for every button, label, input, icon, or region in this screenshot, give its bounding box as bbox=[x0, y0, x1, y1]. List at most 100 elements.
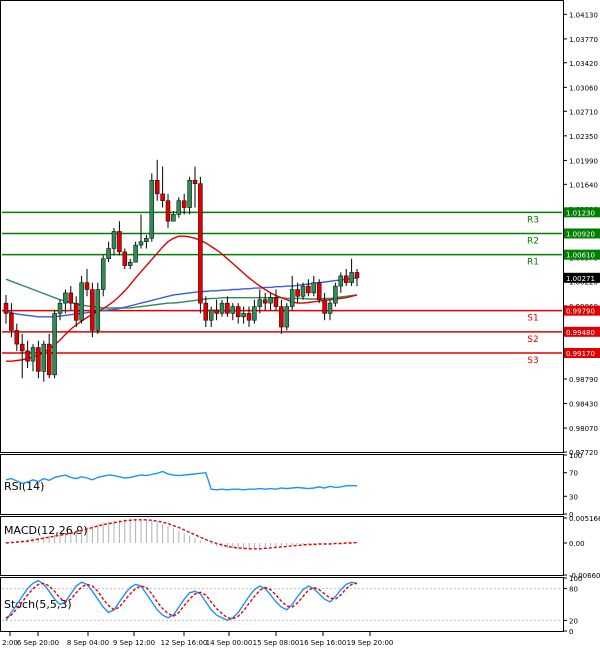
ma-blue-line bbox=[5, 277, 358, 318]
macd-title: MACD(12,26,9) bbox=[4, 524, 88, 537]
support-resistance-levels: R3 1.01230 R2 1.00920 R1 1.00610 S1 0.99790 S2 0.… bbox=[2, 207, 600, 366]
level-label-R1: R1 bbox=[527, 258, 539, 268]
time-tick-label: 14 Sep 00:00 bbox=[206, 639, 253, 647]
candle-body bbox=[208, 309, 214, 321]
candle-body bbox=[181, 200, 187, 208]
rsi-tick-label: 70 bbox=[569, 470, 578, 478]
candle-body bbox=[268, 297, 273, 304]
candle-body bbox=[300, 285, 306, 297]
candle-body bbox=[154, 179, 160, 195]
stoch-main-line bbox=[5, 579, 358, 622]
level-label-R3: R3 bbox=[527, 215, 539, 225]
candle-body bbox=[327, 302, 333, 314]
candle-body bbox=[95, 289, 101, 331]
candle-body bbox=[117, 231, 122, 253]
candle-body bbox=[19, 343, 25, 352]
candle-body bbox=[219, 302, 225, 314]
candle-body bbox=[192, 179, 198, 184]
candle-body bbox=[46, 343, 52, 376]
candle-body bbox=[68, 292, 74, 304]
price-tick-label: 1.04130 bbox=[569, 11, 598, 19]
rsi-title: RSI(14) bbox=[4, 480, 44, 493]
candle-body bbox=[349, 272, 354, 283]
candle-body bbox=[79, 282, 84, 321]
price-tick-label: 1.02710 bbox=[569, 108, 598, 116]
price-tick-label: 1.02350 bbox=[569, 133, 598, 141]
level-price-label-R2: 1.00920 bbox=[566, 230, 595, 238]
level-price-box-R1 bbox=[564, 249, 600, 260]
rsi-line bbox=[5, 470, 357, 491]
stoch-panel-frame bbox=[0, 577, 564, 632]
candle-body bbox=[246, 313, 252, 321]
candle-body bbox=[235, 306, 241, 318]
level-price-box-S3 bbox=[564, 347, 600, 358]
candle-body bbox=[241, 313, 246, 318]
price-tick-label: 0.97720 bbox=[569, 449, 598, 457]
price-tick-label: 1.03770 bbox=[569, 36, 598, 44]
stoch-signal-line bbox=[5, 582, 358, 620]
candle-body bbox=[257, 299, 263, 307]
candle-body bbox=[90, 289, 95, 331]
candle-body bbox=[30, 347, 36, 362]
time-tick-label: 15 Sep 08:00 bbox=[253, 639, 300, 647]
time-tick-label: 19 Sep 20:00 bbox=[347, 639, 394, 647]
time-tick-label: 6 Sep 20:00 bbox=[17, 639, 59, 647]
stoch-tick-label: 80 bbox=[569, 586, 578, 594]
candle-body bbox=[354, 272, 360, 279]
candle-body bbox=[127, 261, 133, 266]
rsi-panel: RSI(14) 100 70 30 0 bbox=[4, 452, 582, 519]
candle-body bbox=[9, 313, 14, 331]
macd-panel-frame bbox=[0, 516, 564, 576]
price-tick-label: 1.03420 bbox=[569, 60, 598, 68]
candle-body bbox=[262, 299, 268, 304]
candle-body bbox=[279, 306, 284, 328]
level-price-label-R3: 1.01230 bbox=[566, 209, 595, 217]
candle-body bbox=[187, 179, 192, 208]
current-price-marker: 1.00271 bbox=[564, 272, 600, 283]
level-label-S3: S3 bbox=[527, 356, 538, 366]
price-tick-label: 0.98790 bbox=[569, 376, 598, 384]
candle-body bbox=[289, 289, 295, 307]
candle-body bbox=[100, 258, 106, 290]
candle-body bbox=[106, 248, 111, 260]
rsi-tick-label: 100 bbox=[569, 452, 582, 460]
candle-body bbox=[306, 285, 311, 294]
level-price-label-S2: 0.99480 bbox=[566, 329, 595, 337]
candle-body bbox=[36, 347, 41, 372]
candle-body bbox=[230, 306, 236, 314]
candle-body bbox=[165, 200, 171, 222]
candle-body bbox=[343, 275, 349, 283]
current-price-label: 1.00271 bbox=[566, 275, 595, 283]
candle-body bbox=[122, 251, 128, 266]
candle-body bbox=[198, 183, 203, 304]
time-axis: 2:006 Sep 20:00 8 Sep 04:00 9 Sep 12:00 12 … bbox=[2, 632, 393, 647]
price-tick-label: 1.01990 bbox=[569, 157, 598, 165]
level-price-label-S1: 0.99790 bbox=[566, 308, 595, 316]
candle-body bbox=[138, 241, 144, 246]
stoch-title: Stoch(5,5,3) bbox=[4, 598, 72, 611]
stoch-tick-label: 100 bbox=[569, 575, 582, 583]
candle-body bbox=[111, 231, 117, 249]
macd-panel: MACD(12,26,9) 0.005166 0.00 -0.006608 bbox=[4, 515, 600, 580]
level-price-box-S2 bbox=[564, 326, 600, 337]
candle-body bbox=[333, 285, 338, 304]
candle-body bbox=[295, 289, 300, 297]
candle-body bbox=[133, 244, 138, 263]
price-tick-label: 1.03060 bbox=[569, 84, 598, 92]
time-tick-label: 12 Sep 16:00 bbox=[161, 639, 208, 647]
macd-tick-label: -0.006608 bbox=[569, 572, 600, 580]
candle-body bbox=[14, 330, 20, 345]
price-tick-label: 0.98430 bbox=[569, 401, 598, 409]
candle-body bbox=[171, 214, 176, 222]
rsi-panel-frame bbox=[0, 454, 564, 515]
candle-body bbox=[338, 275, 344, 287]
time-tick-label: 9 Sep 12:00 bbox=[113, 639, 155, 647]
macd-tick-label: 0.00 bbox=[569, 540, 585, 548]
candle-body bbox=[73, 302, 79, 321]
level-label-S1: S1 bbox=[527, 314, 538, 324]
candle-body bbox=[25, 350, 30, 362]
candle-body bbox=[284, 306, 290, 328]
candle-body bbox=[203, 302, 209, 321]
candle-body bbox=[316, 282, 322, 300]
current-price-box bbox=[564, 272, 600, 283]
